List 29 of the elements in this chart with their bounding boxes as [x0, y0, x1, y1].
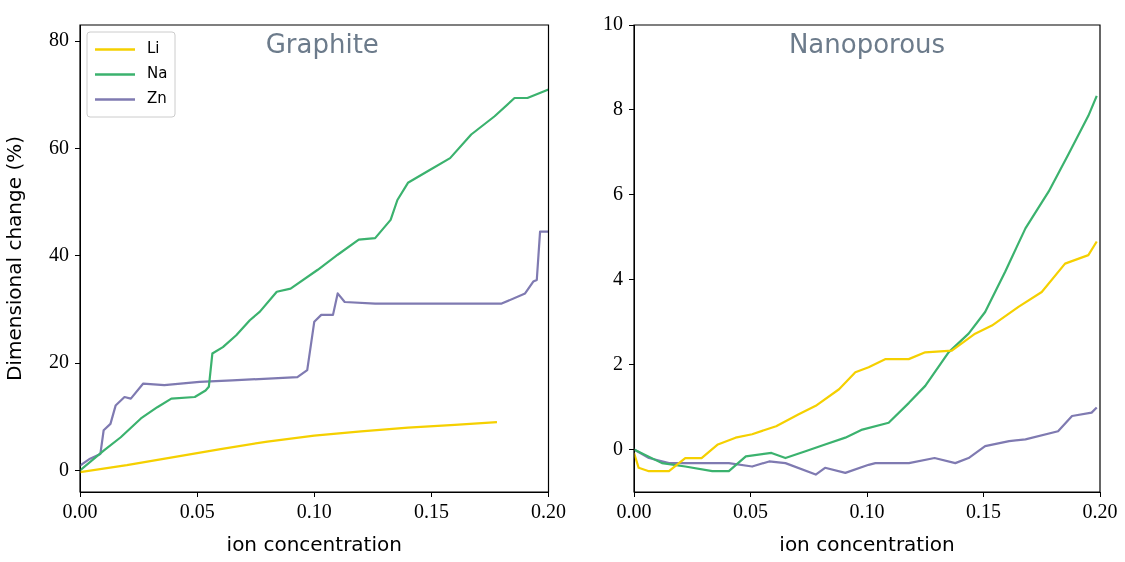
y-tick-label: 20 [49, 350, 69, 373]
y-tick-label: 10 [603, 12, 623, 35]
chart-title: Graphite [265, 28, 379, 59]
x-tick-label: 0.00 [62, 500, 98, 523]
y-tick-label: 4 [613, 266, 623, 289]
y-axis-title: Dimensional change (%) [2, 135, 27, 382]
y-tick-label: 40 [49, 243, 69, 266]
x-tick-label: 0.10 [296, 500, 332, 523]
x-tick-label: 0.10 [849, 500, 885, 523]
y-tick-label: 80 [49, 28, 69, 51]
y-tick-label: 8 [613, 97, 623, 120]
x-axis-title: ion concentration [226, 532, 402, 557]
x-tick-label: 0.05 [733, 500, 768, 523]
x-tick-label: 0.00 [616, 500, 652, 523]
x-tick-label: 0.20 [1082, 500, 1118, 523]
legend-label: Li [147, 39, 160, 58]
x-axis-title: ion concentration [779, 532, 955, 557]
y-tick-label: 60 [49, 135, 69, 158]
legend-label: Na [147, 64, 168, 83]
x-tick-label: 0.20 [531, 500, 566, 523]
x-tick-label: 0.15 [966, 500, 1001, 523]
y-tick-label: 6 [613, 182, 623, 205]
y-tick-label: 0 [613, 436, 623, 459]
y-tick-label: 2 [613, 351, 623, 374]
y-tick-label: 0 [59, 457, 69, 480]
legend-label: Zn [147, 89, 167, 108]
x-tick-label: 0.15 [413, 500, 449, 523]
x-tick-label: 0.05 [179, 500, 215, 523]
chart-title: Nanoporous [788, 28, 946, 59]
